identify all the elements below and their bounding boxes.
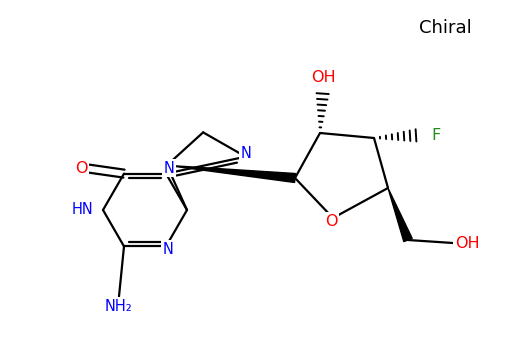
Text: O: O [325,214,337,229]
Text: F: F [432,127,441,142]
Text: N: N [163,242,174,257]
Text: HN: HN [71,203,93,218]
Polygon shape [388,188,412,242]
Text: N: N [163,161,174,176]
Text: OH: OH [455,236,479,251]
Text: OH: OH [311,71,335,86]
Text: NH₂: NH₂ [105,299,133,314]
Polygon shape [167,165,295,182]
Text: O: O [75,161,87,176]
Text: Chiral: Chiral [419,19,472,37]
Text: N: N [240,146,251,161]
